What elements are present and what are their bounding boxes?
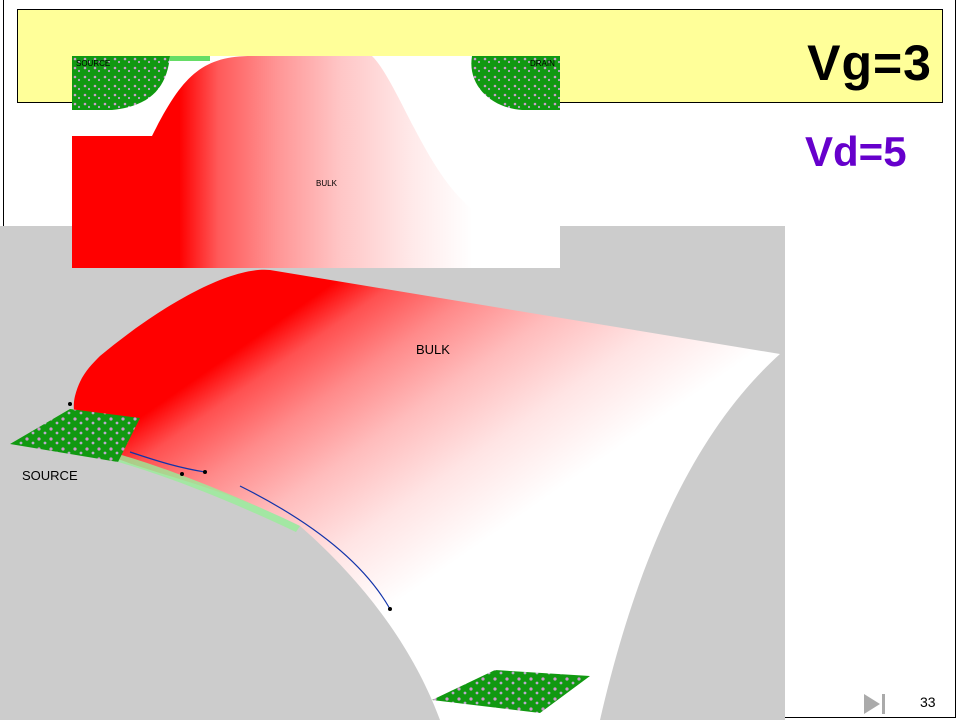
cross-section-inset: SOURCE DRAIN BULK <box>72 56 560 268</box>
potential-surface <box>73 269 781 720</box>
cross-section-graphic <box>72 56 560 268</box>
channel-strip <box>118 454 300 532</box>
slide-number: 33 <box>920 694 936 710</box>
marker-point <box>68 402 72 406</box>
next-slide-button[interactable] <box>862 692 888 716</box>
inset-drain-label: DRAIN <box>530 59 555 68</box>
inset-bulk-label: BULK <box>316 179 337 188</box>
play-next-icon <box>864 694 885 714</box>
marker-point <box>180 472 184 476</box>
inset-source-label: SOURCE <box>76 59 111 68</box>
surface-plot-3d: BULK SOURCE <box>0 226 785 720</box>
inset-source-region <box>72 56 170 110</box>
surface-bulk-label: BULK <box>416 342 450 357</box>
slide-title: Vg=3 <box>807 35 932 91</box>
inset-channel <box>170 56 210 61</box>
marker-point <box>388 607 392 611</box>
slide-subtitle: Vd=5 <box>805 128 907 175</box>
marker-point <box>203 470 207 474</box>
depletion-curve <box>239 485 391 610</box>
potential-map <box>72 56 560 268</box>
frame-right-border <box>955 0 956 718</box>
junction-curve <box>129 451 206 473</box>
surface-plot-graphic <box>10 269 781 720</box>
source-region <box>10 409 140 462</box>
drain-region <box>432 670 590 713</box>
inset-drain-region <box>471 56 560 110</box>
surface-source-label: SOURCE <box>22 468 78 483</box>
frame-left-border <box>3 0 4 230</box>
